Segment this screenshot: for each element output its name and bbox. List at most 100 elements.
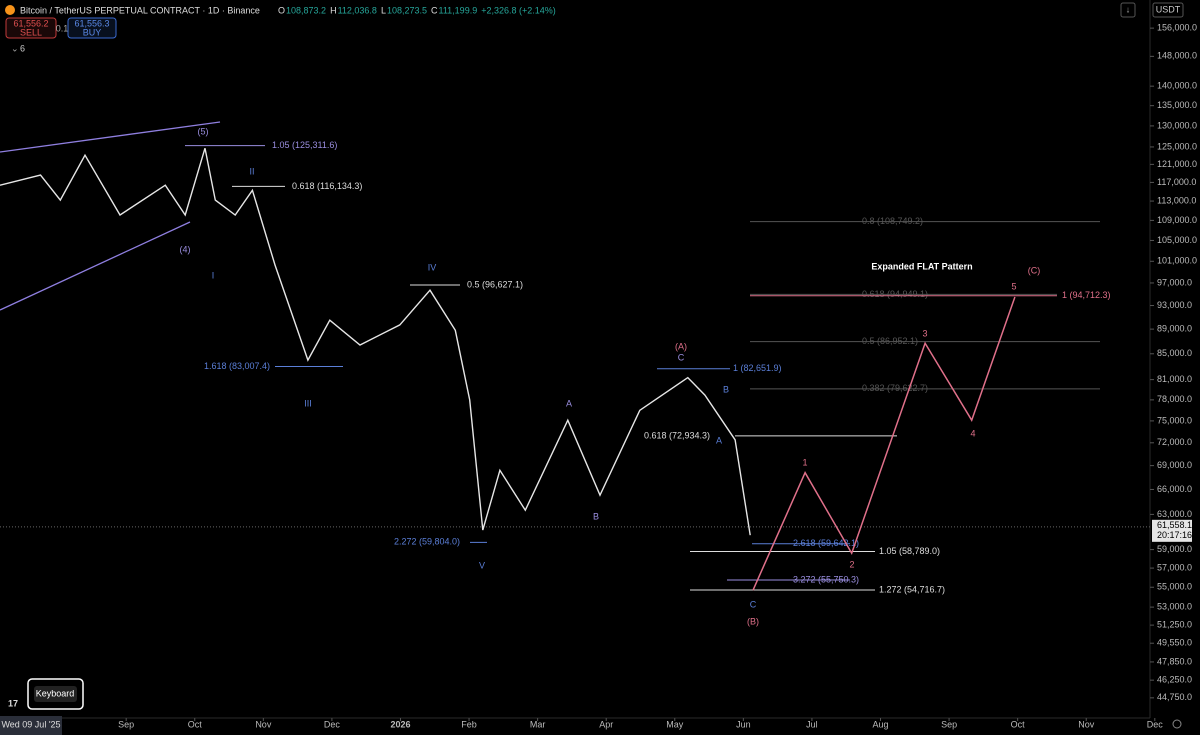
- tv-logo: 17: [8, 698, 18, 708]
- wave-label: (A): [675, 341, 687, 351]
- fib-label: 2.272 (59,804.0): [394, 537, 460, 547]
- y-tick-label: 55,000.0: [1157, 582, 1192, 592]
- wave-label: C: [750, 599, 757, 609]
- currency-button[interactable]: [1152, 2, 1184, 18]
- y-tick-label: 101,000.0: [1157, 256, 1197, 266]
- download-button[interactable]: [1120, 2, 1136, 18]
- sell-price: 61,556.2: [13, 18, 48, 28]
- fib-label: 0.5 (96,627.1): [467, 279, 523, 289]
- ohlc-key: C: [431, 5, 438, 15]
- ohlc-value: 111,199.9: [439, 5, 478, 15]
- price-line: [0, 148, 751, 536]
- y-tick-label: 46,250.0: [1157, 675, 1192, 685]
- wave-label: V: [479, 560, 485, 570]
- x-tick-label: Aug: [872, 719, 888, 729]
- keyboard-button[interactable]: [34, 686, 77, 702]
- fib-label: 1 (94,712.3): [1062, 290, 1111, 300]
- y-tick-label: 44,750.0: [1157, 692, 1192, 702]
- buy-price: 61,556.3: [74, 18, 109, 28]
- y-tick-label: 72,000.0: [1157, 437, 1192, 447]
- chevron[interactable]: ⌄: [11, 43, 19, 53]
- fib-label: 0.382 (79,622.7): [862, 383, 928, 393]
- wave-label: 2: [849, 559, 854, 569]
- sell-label: SELL: [20, 27, 42, 37]
- y-tick-label: 81,000.0: [1157, 374, 1192, 384]
- x-tick-label: Feb: [461, 719, 477, 729]
- wave-label: A: [566, 398, 572, 408]
- current-price-label: 61,558.1: [1157, 520, 1192, 530]
- crosshair-date: Wed 09 Jul '25: [1, 719, 60, 729]
- y-tick-label: 49,550.0: [1157, 638, 1192, 648]
- y-tick-label: 85,000.0: [1157, 348, 1192, 358]
- wave-label: A: [716, 435, 722, 445]
- indicator-count[interactable]: 6: [20, 43, 25, 53]
- y-tick-label: 51,250.0: [1157, 619, 1192, 629]
- y-tick-label: 121,000.0: [1157, 159, 1197, 169]
- y-tick-label: 78,000.0: [1157, 394, 1192, 404]
- wave-label: 1: [802, 457, 807, 467]
- sell-button[interactable]: [5, 17, 57, 39]
- wave-label: 5: [1011, 281, 1016, 291]
- fib-label: 1.618 (83,007.4): [204, 361, 270, 371]
- y-tick-label: 109,000.0: [1157, 215, 1197, 225]
- ohlc-value: 108,873.2: [286, 5, 326, 15]
- wave-label: B: [593, 511, 599, 521]
- wave-label: (5): [198, 126, 209, 136]
- x-tick-label: Jul: [806, 719, 818, 729]
- x-tick-label: Oct: [188, 719, 203, 729]
- x-tick-label: Mar: [530, 719, 546, 729]
- x-tick-label: Nov: [1078, 719, 1095, 729]
- ohlc: O 108,873.2 H 112,036.8 L 108,273.5 C 111,199.9…: [278, 5, 556, 15]
- y-tick-label: 130,000.0: [1157, 120, 1197, 130]
- y-tick-label: 66,000.0: [1157, 484, 1192, 494]
- x-tick-label: Oct: [1011, 719, 1026, 729]
- x-tick-label: Sep: [118, 719, 134, 729]
- change: +2,326.8 (+2.14%): [481, 5, 556, 15]
- wave-label: III: [304, 398, 312, 408]
- symbol-title: Bitcoin / TetherUS PERPETUAL CONTRACT · …: [20, 5, 260, 15]
- wave-label: 3: [922, 328, 927, 338]
- ohlc-value: 112,036.8: [338, 5, 377, 15]
- crosshair-date-box: [0, 716, 62, 735]
- y-tick-label: 75,000.0: [1157, 415, 1192, 425]
- x-tick-label: Apr: [599, 719, 613, 729]
- buy-button[interactable]: [67, 17, 117, 39]
- y-tick-label: 156,000.0: [1157, 23, 1197, 33]
- settings-icon[interactable]: [1172, 719, 1182, 729]
- fib-label: 1.272 (54,716.7): [879, 584, 945, 594]
- y-tick-label: 117,000.0: [1157, 177, 1196, 187]
- keyboard-frame: [27, 678, 84, 710]
- y-tick-label: 140,000.0: [1157, 81, 1197, 91]
- y-tick-label: 63,000.0: [1157, 509, 1192, 519]
- fib-label: 0.5 (86,952.1): [862, 336, 918, 346]
- x-tick-label: May: [666, 719, 684, 729]
- fib-label: 0.8 (108,749.2): [862, 216, 923, 226]
- ohlc-key: O: [278, 5, 285, 15]
- wave-label: B: [723, 384, 729, 394]
- wave-label: 4: [970, 428, 975, 438]
- fib-label: 0.618 (116,134.3): [292, 181, 362, 191]
- y-tick-label: 135,000.0: [1157, 100, 1197, 110]
- y-tick-label: 105,000.0: [1157, 235, 1197, 245]
- pattern-title: Expanded FLAT Pattern: [871, 261, 972, 271]
- fib-label: 3.272 (55,750.3): [793, 574, 859, 584]
- fib-label: 1.05 (58,789.0): [879, 546, 940, 556]
- wave-label: I: [212, 270, 215, 280]
- y-tick-label: 59,000.0: [1157, 544, 1192, 554]
- projection-line: [752, 296, 1016, 591]
- buy-label: BUY: [83, 27, 102, 37]
- x-tick-label: 2026: [390, 719, 410, 729]
- y-tick-label: 113,000.0: [1157, 195, 1196, 205]
- btc-icon: [5, 5, 15, 15]
- y-tick-label: 97,000.0: [1157, 277, 1192, 287]
- x-tick-label: Dec: [1147, 719, 1164, 729]
- wave-label: (C): [1028, 265, 1041, 275]
- ohlc-key: L: [381, 5, 386, 15]
- wave-label: IV: [428, 262, 437, 272]
- spread: 0.1: [56, 23, 69, 33]
- wedge-line: [0, 121, 221, 153]
- wave-label: II: [249, 166, 254, 176]
- wave-label: C: [678, 352, 685, 362]
